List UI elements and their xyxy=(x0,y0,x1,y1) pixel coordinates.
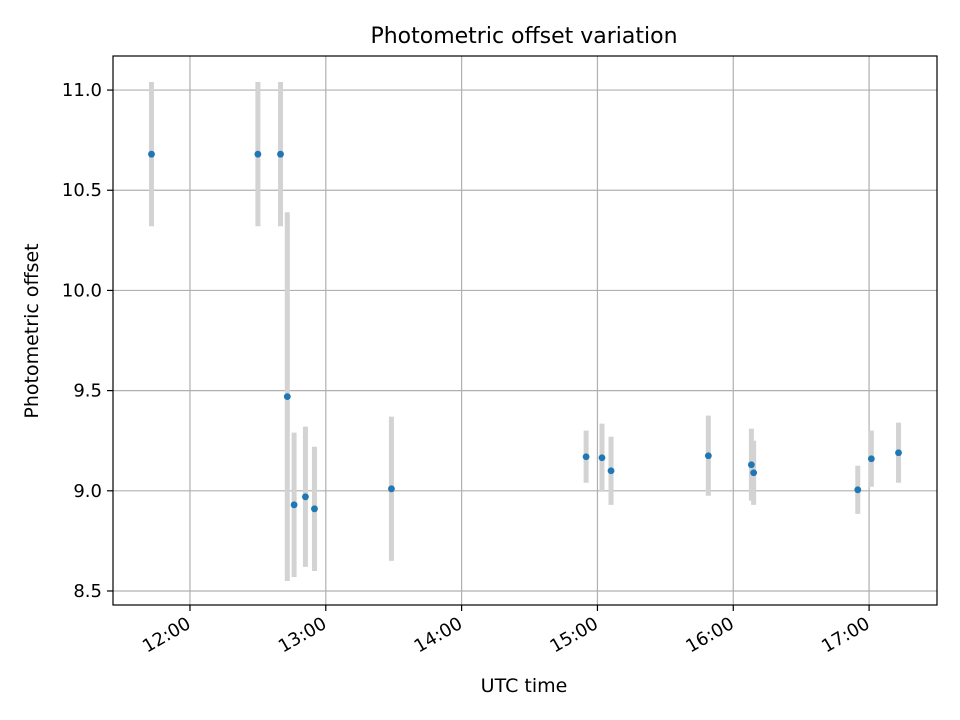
x-tick-label: 13:00 xyxy=(275,613,330,657)
data-point xyxy=(854,486,862,494)
data-point xyxy=(750,469,758,477)
x-axis-label: UTC time xyxy=(481,675,568,697)
grid xyxy=(113,56,937,605)
data-point xyxy=(311,505,318,513)
data-point xyxy=(254,150,262,158)
y-tick-label: 11.0 xyxy=(62,80,102,101)
data-point xyxy=(704,452,712,460)
y-axis-label: Photometric offset xyxy=(21,243,43,418)
y-tick-label: 9.0 xyxy=(73,481,102,502)
data-point xyxy=(582,453,590,461)
x-tick-label: 17:00 xyxy=(818,613,873,657)
x-axis-ticks: 12:00 13:00 14:00 15:00 16:00 17:00 xyxy=(139,605,874,657)
data-point xyxy=(867,455,875,463)
data-point xyxy=(283,393,291,401)
y-tick-label: 9.5 xyxy=(73,381,102,402)
y-tick-label: 8.5 xyxy=(73,581,102,602)
x-tick-label: 12:00 xyxy=(139,613,194,657)
data-points xyxy=(148,150,902,513)
data-point xyxy=(302,493,309,501)
error-bars xyxy=(148,82,902,581)
x-tick-label: 16:00 xyxy=(682,613,737,657)
y-tick-label: 10.0 xyxy=(62,280,102,301)
x-tick-label: 14:00 xyxy=(411,613,466,657)
plot-frame xyxy=(112,55,938,606)
x-tick-label: 15:00 xyxy=(547,613,602,657)
data-point xyxy=(598,454,606,462)
data-point xyxy=(388,485,395,493)
y-axis-ticks: 8.5 9.0 9.5 10.0 10.5 11.0 xyxy=(62,80,113,602)
data-point xyxy=(290,501,298,509)
data-point xyxy=(148,150,155,158)
data-point xyxy=(607,467,615,475)
chart-title: Photometric offset variation xyxy=(370,24,677,49)
y-tick-label: 10.5 xyxy=(62,180,102,201)
data-point xyxy=(895,449,902,457)
data-point xyxy=(277,150,284,158)
data-point xyxy=(747,461,755,469)
